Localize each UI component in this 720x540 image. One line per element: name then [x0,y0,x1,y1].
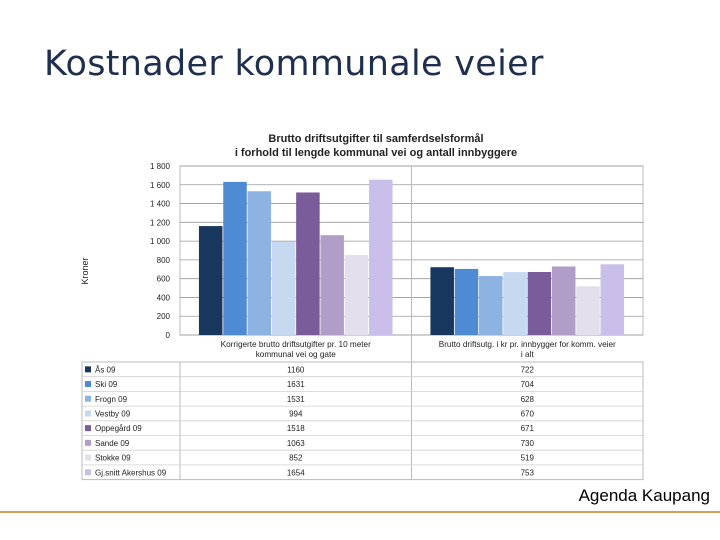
bar [551,266,576,335]
y-tick-label: 800 [157,256,171,265]
legend-swatch [85,395,91,402]
bar [271,241,296,335]
bar [503,272,527,335]
slide-title: Kostnader kommunale veier [44,44,544,84]
legend-entry: Stokke 09 [95,454,131,463]
legend-swatch [85,366,91,373]
bar-chart: Brutto driftsutgifter til samferdselsfor… [80,133,644,481]
legend-entry: Ski 09 [95,380,118,389]
legend-entry: Oppegård 09 [95,424,142,433]
legend-entry: Sande 09 [95,439,130,448]
bar [344,255,369,335]
legend-entry: Ås 09 [95,365,116,374]
data-value-label: 1063 [287,439,305,448]
y-tick-label: 1 800 [150,162,171,171]
y-tick-label: 0 [166,331,171,340]
y-tick-label: 1 400 [150,200,171,209]
y-tick-label: 1 600 [150,181,171,190]
data-value-label: 628 [521,395,535,404]
data-value-label: 994 [289,409,303,418]
y-tick-label: 200 [157,312,171,321]
bar [296,192,320,335]
legend-swatch [85,425,91,432]
bar [223,181,247,335]
data-value-label: 852 [289,454,303,463]
data-value-label: 1160 [287,365,305,374]
legend-swatch [85,439,91,446]
chart-subtitle: i forhold til lengde kommunal vei og ant… [235,147,517,159]
bar [576,286,600,335]
bar [247,191,272,335]
footer-divider [0,511,720,513]
bar [198,226,223,335]
bar [600,264,625,335]
data-value-label: 1518 [287,424,305,433]
legend-swatch [85,469,91,476]
data-value-label: 730 [521,439,535,448]
bar [479,276,503,335]
y-tick-label: 400 [157,293,171,302]
legend-entry: Gj.snitt Akershus 09 [95,468,167,477]
y-axis-label: Kroner [80,257,90,284]
category-label: i alt [521,350,534,359]
legend-swatch [85,410,91,417]
bar [454,268,479,335]
legend-entry: Frogn 09 [95,395,128,404]
legend-entry: Vestby 09 [95,409,131,418]
data-value-label: 670 [521,409,535,418]
category-label: kommunal vei og gate [256,350,337,359]
chart-title: Brutto driftsutgifter til samferdselsfor… [268,133,483,145]
bar [527,272,552,335]
data-value-label: 1654 [287,468,305,477]
bar [369,179,393,335]
y-tick-label: 1 200 [150,218,171,227]
y-tick-label: 600 [157,275,171,284]
data-value-label: 671 [521,424,535,433]
data-value-label: 1631 [287,380,305,389]
data-value-label: 753 [521,468,535,477]
data-value-label: 1531 [287,395,305,404]
bar [430,267,454,335]
data-value-label: 722 [521,365,535,374]
footer-label: Agenda Kaupang [578,486,710,505]
legend-swatch [85,454,91,461]
bar [320,235,344,335]
data-value-label: 519 [521,454,535,463]
data-value-label: 704 [521,380,535,389]
legend-swatch [85,381,91,388]
category-label: Korrigerte brutto driftsutgifter pr. 10 … [221,340,371,349]
y-tick-label: 1 000 [150,237,171,246]
category-label: Brutto driftsutg. i kr pr. innbygger for… [439,340,616,349]
